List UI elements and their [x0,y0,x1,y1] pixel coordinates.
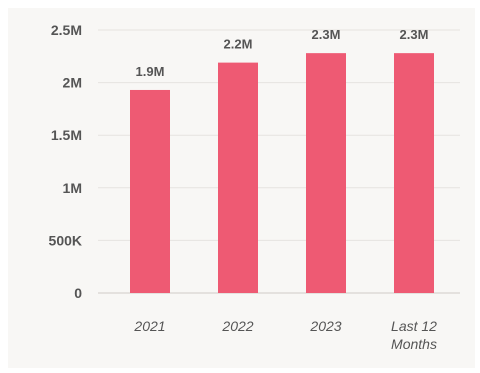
y-axis-ticks: 0 500K 1M 1.5M 2M 2.5M [49,22,83,301]
bar [130,89,170,294]
bar [306,53,346,294]
bar [394,53,434,294]
data-label: 1.9M [136,64,165,79]
x-tick-label: 2022 [221,318,253,334]
data-labels: 1.9M 2.2M 2.3M 2.3M [136,27,429,79]
data-label: 2.3M [400,27,429,42]
chart-panel: 0 500K 1M 1.5M 2M 2.5M 1.9M 2.2M 2.3M 2.3M 2021 2… [8,8,475,368]
y-tick-label: 0 [74,285,82,301]
y-tick-label: 2.5M [51,22,82,38]
data-label: 2.2M [224,37,253,52]
data-label: 2.3M [312,27,341,42]
x-tick-label: 2023 [309,318,341,334]
x-axis-ticks: 2021 2022 2023 Last 12 Months [133,318,437,352]
y-tick-label: 1M [63,180,82,196]
x-tick-label: 2021 [133,318,165,334]
bars [130,53,434,294]
bar [218,62,258,293]
y-tick-label: 2M [63,75,82,91]
y-tick-label: 1.5M [51,127,82,143]
x-tick-label: Last 12 Months [391,318,437,352]
y-tick-label: 500K [49,232,82,248]
